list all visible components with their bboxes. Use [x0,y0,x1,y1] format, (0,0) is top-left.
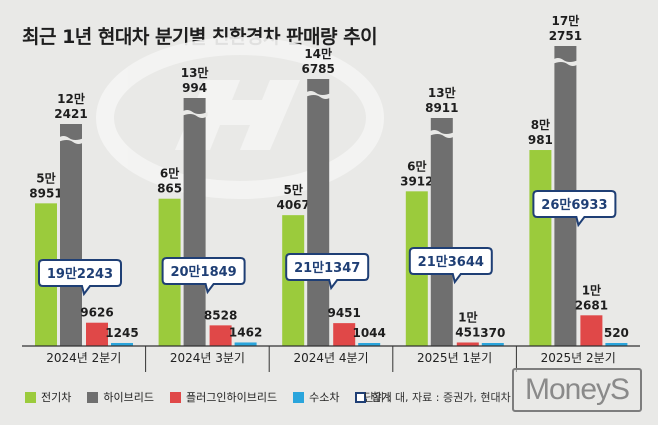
category-label-1: 2024년 2분기 [46,351,121,365]
value-label-fcev-4: 370 [480,326,505,340]
value-label-hybrid-3: 14만 6785 [301,46,334,76]
hyundai-logo-watermark [96,37,384,199]
category-label-3: 2024년 4분기 [293,351,368,365]
value-label-fcev-1: 1245 [105,326,138,340]
legend-item-ev: 전기차 [25,389,71,405]
bar-fcev-2 [234,342,257,346]
total-callout-3 [285,253,370,291]
legend-swatch-hybrid [87,391,99,403]
value-label-hybrid-1: 12만 2421 [54,91,87,121]
value-label-hybrid-4: 13만 8911 [425,85,458,115]
value-label-phev-2: 8528 [204,308,237,322]
total-label-5: 26만6933 [541,197,607,213]
axis-break-mark [181,110,208,118]
legend-swatch-total_border [355,391,367,403]
total-callout-5 [532,190,617,228]
legend-item-hybrid: 하이브리드 [87,389,154,405]
bar-hybrid-3 [307,79,330,346]
value-label-phev-3: 9451 [327,306,360,320]
bar-phev-5 [580,315,603,346]
value-label-fcev-5: 520 [604,326,629,340]
value-label-hybrid-2: 13만 994 [181,65,209,95]
category-label-2: 2024년 3분기 [170,351,245,365]
bar-hybrid-1 [60,124,82,346]
source-note: 단위 : 대, 자료 : 증권가, 현대차 [364,391,511,404]
bar-ev-5 [529,150,552,346]
legend-label: 하이브리드 [103,391,154,404]
value-label-phev-1: 9626 [80,306,113,320]
total-label-1: 19만2243 [47,266,113,282]
total-label-4: 21만3644 [418,254,484,270]
value-label-fcev-2: 1462 [229,325,262,339]
value-label-phev-5: 1만 2681 [575,282,608,312]
axis-break-mark [428,130,455,138]
legend-swatch-ev [25,391,36,403]
legend: 전기차 하이브리드 플러그인하이브리드 수소차 합계 [25,389,408,405]
value-label-ev-4: 6만 3912 [400,158,433,188]
value-label-ev-1: 5만 8951 [29,170,62,200]
legend-item-fcev: 수소차 [293,389,339,405]
value-label-ev-5: 8만 981 [528,117,553,147]
bar-phev-3 [333,323,356,346]
bar-fcev-5 [605,343,628,346]
value-label-ev-2: 6만 865 [157,166,182,196]
moneys-watermark-logo: MoneyS [512,368,642,412]
bar-phev-2 [209,325,232,346]
total-label-3: 21만1347 [294,260,360,276]
total-label-2: 20만1849 [170,264,236,280]
bar-hybrid-2 [183,98,206,346]
bar-fcev-1 [111,342,133,346]
legend-label: 수소차 [309,391,340,404]
bar-phev-4 [456,342,479,346]
legend-label: 플러그인하이브리드 [185,391,278,404]
category-label-5: 2025년 2분기 [541,351,616,365]
bar-fcev-4 [481,343,504,346]
legend-label: 합계 [371,391,392,404]
axis-break-mark [58,136,84,144]
legend-swatch-fcev [293,391,305,403]
legend-item-phev: 플러그인하이브리드 [169,389,278,405]
legend-item-total_border: 합계 [355,389,392,405]
total-callout-4 [408,247,493,285]
legend-swatch-phev [169,391,181,403]
legend-label: 전기차 [41,391,72,404]
value-label-ev-3: 5만 4067 [276,182,309,212]
bar-phev-1 [86,322,108,346]
value-label-phev-4: 1만 451 [455,309,480,339]
bar-hybrid-4 [430,118,453,346]
value-label-hybrid-5: 17만 2751 [549,13,582,43]
axis-break-mark [305,91,332,99]
total-callout-2 [161,257,246,295]
total-callout-1 [38,259,122,297]
axis-break-mark [552,58,579,66]
value-label-fcev-3: 1044 [352,326,385,340]
category-label-4: 2025년 1분기 [417,351,492,365]
bar-fcev-3 [358,343,381,346]
